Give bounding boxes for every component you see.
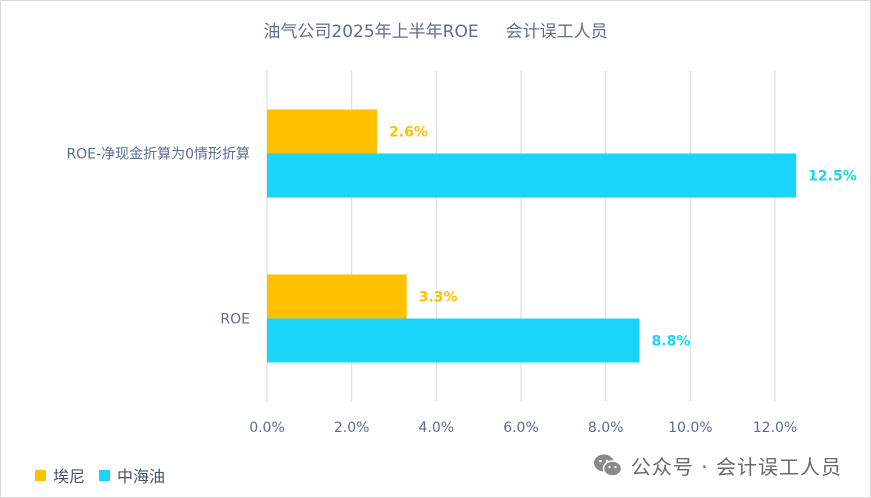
watermark-text: 公众号 · 会计误工人员 [630, 455, 842, 479]
legend: 埃尼 中海油 [35, 463, 179, 487]
legend-label-eni: 埃尼 [53, 467, 86, 486]
bar-cnooc [267, 153, 797, 198]
x-tick-label: 6.0% [503, 420, 539, 436]
x-tick-label: 2.0% [334, 420, 370, 436]
legend-swatch-cnooc [99, 469, 111, 481]
x-tick-label: 10.0% [668, 420, 712, 436]
x-tick-label: 0.0% [249, 420, 285, 436]
data-label: 3.3% [419, 290, 458, 306]
bar-cnooc [267, 318, 640, 363]
wechat-icon [593, 454, 623, 477]
chart-title: 油气公司2025年上半年ROE 会计误工人员 [263, 22, 608, 42]
category-label: ROE-净现金折算为0情形折算 [66, 147, 250, 163]
x-tick-label: 4.0% [419, 420, 455, 436]
data-label: 2.6% [389, 125, 428, 141]
legend-item-cnooc: 中海油 [99, 463, 165, 487]
x-tick-label: 12.0% [753, 420, 797, 436]
data-label: 12.5% [808, 169, 857, 185]
category-label: ROE [220, 312, 250, 328]
x-tick-label: 8.0% [588, 420, 624, 436]
legend-label-cnooc: 中海油 [117, 467, 166, 486]
data-label: 8.8% [652, 334, 691, 350]
bar-eni [267, 274, 407, 319]
legend-swatch-eni [35, 469, 46, 481]
watermark: 公众号 · 会计误工人员 [593, 451, 842, 480]
bar-eni [267, 109, 378, 154]
legend-item-eni: 埃尼 [35, 463, 85, 487]
